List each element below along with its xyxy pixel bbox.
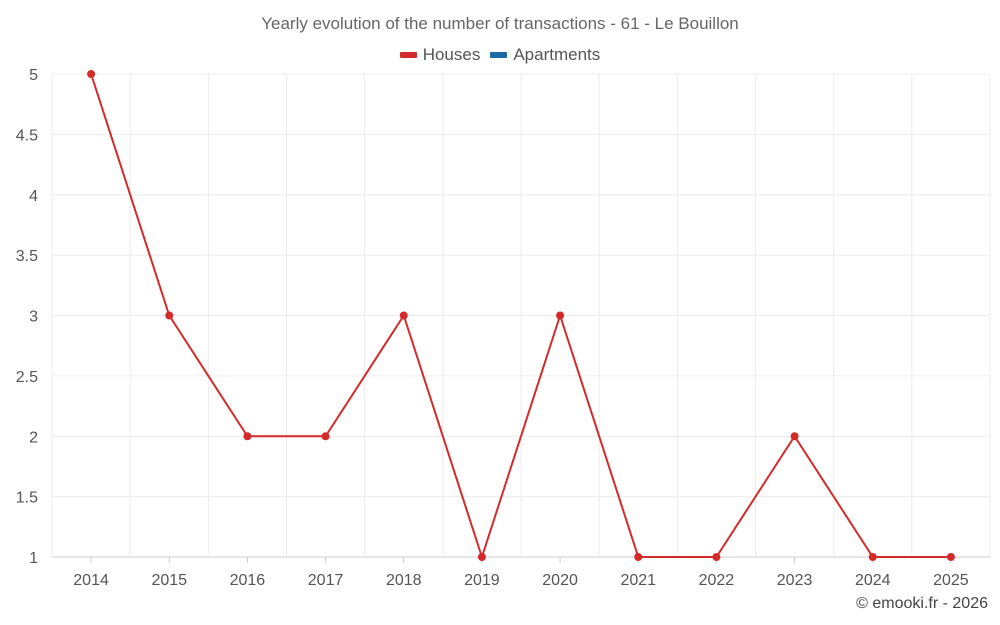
legend-item-houses[interactable]: Houses xyxy=(399,45,481,65)
y-tick-label: 4 xyxy=(29,188,38,205)
legend-label-houses: Houses xyxy=(422,45,481,64)
y-tick-label: 2 xyxy=(29,429,38,446)
x-tick-label: 2019 xyxy=(464,572,500,589)
y-tick-label: 3 xyxy=(29,309,38,326)
series-line-houses xyxy=(90,73,951,558)
data-point[interactable] xyxy=(321,432,330,441)
chart-title: Yearly evolution of the number of transa… xyxy=(261,14,739,33)
copyright-credit: © emooki.fr - 2026 xyxy=(856,595,988,612)
legend-item-apartments[interactable]: Apartments xyxy=(490,45,600,65)
series-layer xyxy=(87,70,955,561)
data-point[interactable] xyxy=(868,553,877,561)
y-tick-label: 5 xyxy=(29,67,38,84)
x-tick-label: 2018 xyxy=(386,572,422,589)
x-tick-label: 2023 xyxy=(777,572,813,589)
legend-swatch-houses xyxy=(399,52,417,58)
x-tick-label: 2014 xyxy=(73,572,109,589)
data-point[interactable] xyxy=(399,311,408,320)
data-point[interactable] xyxy=(477,553,486,561)
axis-layer: 1 1.5 2 2.5 3 3.5 4 4.5 5 2014 2015 2016 2017 2018 201… xyxy=(16,67,969,589)
y-tick-label: 4.5 xyxy=(16,127,38,144)
legend-label-apartments: Apartments xyxy=(513,45,601,64)
x-tick-label: 2021 xyxy=(620,572,656,589)
x-tick-label: 2017 xyxy=(308,572,344,589)
x-tick-label: 2022 xyxy=(699,572,735,589)
data-point[interactable] xyxy=(87,70,96,78)
legend: Houses Apartments xyxy=(0,45,1000,65)
data-point[interactable] xyxy=(790,432,799,441)
grid-layer xyxy=(51,73,991,558)
y-tick-label: 1 xyxy=(29,550,38,567)
x-tick-label: 2024 xyxy=(855,572,891,589)
y-tick-label: 2.5 xyxy=(16,369,38,386)
data-point[interactable] xyxy=(946,553,955,561)
data-point[interactable] xyxy=(165,311,174,320)
x-tick-label: 2025 xyxy=(933,572,969,589)
y-tick-label: 3.5 xyxy=(16,248,38,265)
legend-swatch-apartments xyxy=(490,52,508,58)
y-tick-label: 1.5 xyxy=(16,490,38,507)
x-tick-label: 2015 xyxy=(151,572,187,589)
x-tick-label: 2016 xyxy=(230,572,266,589)
data-point[interactable] xyxy=(243,432,252,441)
data-point[interactable] xyxy=(634,553,643,561)
data-point[interactable] xyxy=(556,311,565,320)
data-point[interactable] xyxy=(712,553,721,561)
x-tick-label: 2020 xyxy=(542,572,578,589)
